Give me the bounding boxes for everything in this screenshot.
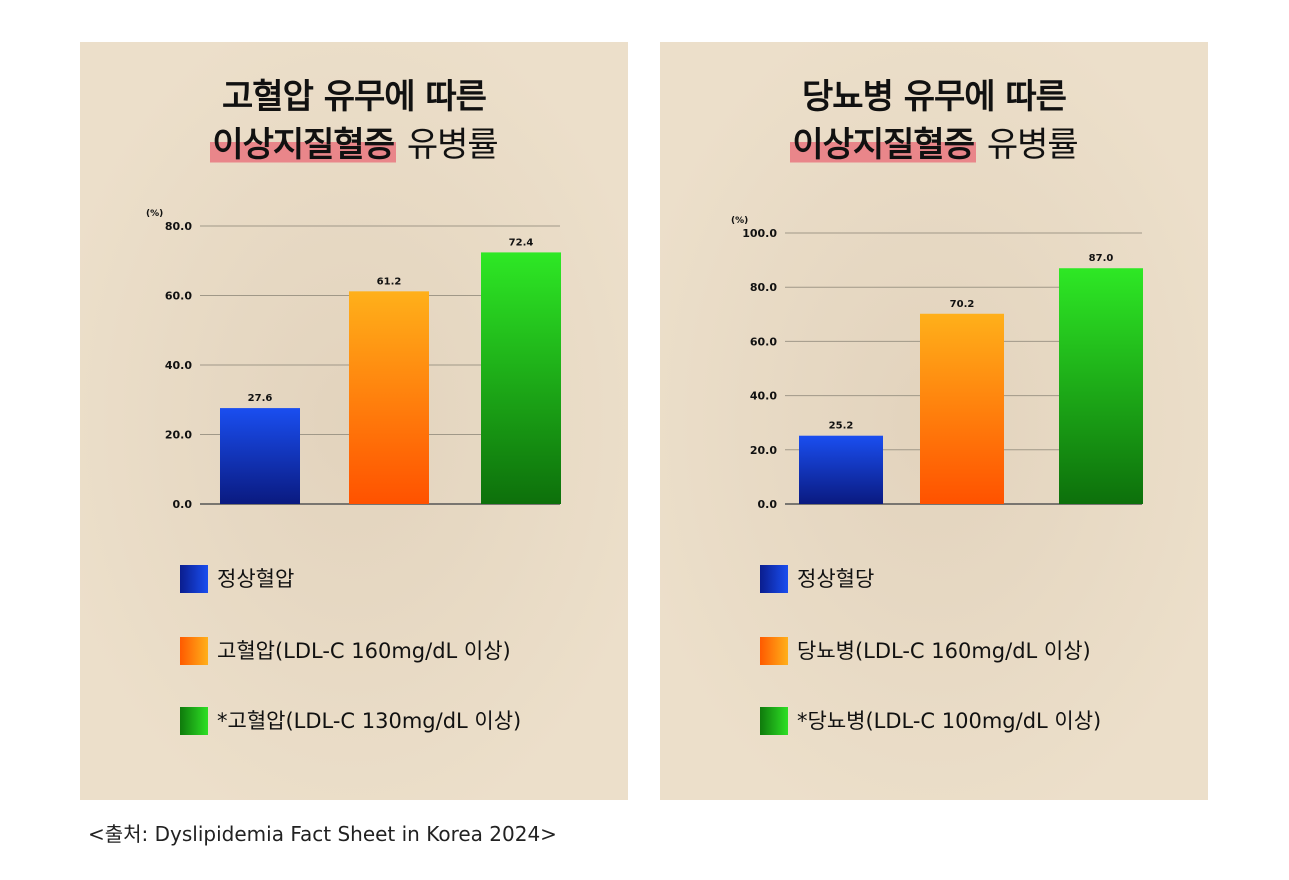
legend-swatch-blue bbox=[760, 565, 788, 593]
bar-value-label: 27.6 bbox=[248, 393, 273, 404]
bar-3 bbox=[481, 252, 561, 504]
legend-label: 당뇨병(LDL-C 160mg/dL 이상) bbox=[797, 639, 1091, 663]
legend-swatch-green bbox=[180, 707, 208, 735]
legend-label: 고혈압(LDL-C 160mg/dL 이상) bbox=[217, 639, 511, 663]
legend-label: 정상혈당 bbox=[797, 567, 875, 591]
y-tick-label: 0.0 bbox=[758, 498, 778, 511]
legend-label: 정상혈압 bbox=[217, 567, 295, 591]
y-axis-unit: (%) bbox=[731, 216, 748, 226]
bar-value-label: 70.2 bbox=[950, 299, 975, 310]
bar-value-label: 25.2 bbox=[829, 421, 854, 432]
y-tick-label: 60.0 bbox=[750, 335, 777, 348]
hypertension-bar-chart: (%) 0.0 20.0 40.0 60.0 80.0 27.6 61.2 72.4 bbox=[146, 209, 561, 511]
bar-2 bbox=[920, 313, 1004, 504]
y-tick-label: 80.0 bbox=[165, 220, 192, 233]
chart-title-line2: 이상지질혈증 유병률 bbox=[80, 123, 628, 167]
y-tick-label: 20.0 bbox=[750, 444, 777, 457]
chart-title-rest: 유병률 bbox=[986, 125, 1079, 165]
bar-value-label: 87.0 bbox=[1089, 253, 1114, 264]
bar-value-label: 72.4 bbox=[509, 237, 534, 248]
legend-swatch-green bbox=[760, 707, 788, 735]
legend-swatch-blue bbox=[180, 565, 208, 593]
chart-title-rest: 유병률 bbox=[406, 125, 499, 165]
chart-title-line1: 고혈압 유무에 따른 bbox=[222, 77, 487, 117]
y-tick-label: 60.0 bbox=[165, 290, 192, 303]
legend-label: *당뇨병(LDL-C 100mg/dL 이상) bbox=[797, 709, 1102, 733]
source-citation: <출처: Dyslipidemia Fact Sheet in Korea 20… bbox=[88, 822, 557, 846]
bar-3 bbox=[1059, 268, 1143, 504]
y-tick-label: 40.0 bbox=[165, 359, 192, 372]
legend-label: *고혈압(LDL-C 130mg/dL 이상) bbox=[217, 709, 522, 733]
hypertension-chart-panel: 고혈압 유무에 따른 이상지질혈증 유병률 (%) 0.0 20.0 40.0 60.0… bbox=[80, 42, 628, 800]
chart-title-line2: 이상지질혈증 유병률 bbox=[660, 123, 1208, 167]
y-tick-label: 0.0 bbox=[173, 498, 193, 511]
legend-swatch-orange bbox=[180, 637, 208, 665]
y-tick-label: 40.0 bbox=[750, 390, 777, 403]
y-axis-unit: (%) bbox=[146, 209, 163, 219]
bar-1 bbox=[220, 408, 300, 504]
bar-1 bbox=[799, 435, 883, 504]
y-tick-label: 20.0 bbox=[165, 429, 192, 442]
chart-title-highlight: 이상지질혈증 bbox=[210, 125, 396, 165]
legend-swatch-orange bbox=[760, 637, 788, 665]
bar-value-label: 61.2 bbox=[377, 276, 402, 287]
diabetes-chart-panel: 당뇨병 유무에 따른 이상지질혈증 유병률 (%) 0.0 20.0 40.0 60.0… bbox=[660, 42, 1208, 800]
y-tick-label: 80.0 bbox=[750, 281, 777, 294]
bar-2 bbox=[349, 291, 429, 504]
chart-title-highlight: 이상지질혈증 bbox=[790, 125, 976, 165]
diabetes-bar-chart: (%) 0.0 20.0 40.0 60.0 80.0 100.0 25.2 70.2 87.0 bbox=[731, 216, 1143, 511]
y-tick-label: 100.0 bbox=[742, 227, 777, 240]
chart-title-line1: 당뇨병 유무에 따른 bbox=[802, 77, 1067, 117]
